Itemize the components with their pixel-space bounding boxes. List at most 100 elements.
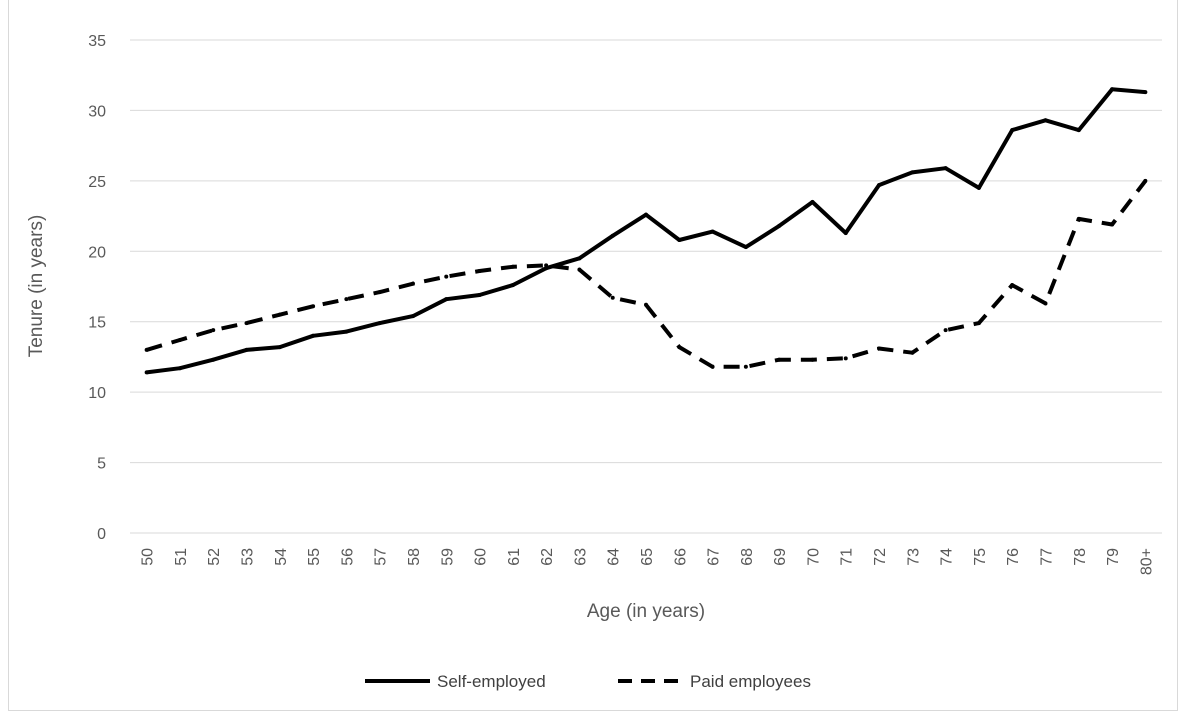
series-line-paid-employees bbox=[146, 179, 1147, 369]
x-tick-label: 74 bbox=[939, 548, 956, 566]
data-point-self-employed bbox=[976, 185, 981, 190]
x-tick-label: 72 bbox=[872, 548, 889, 566]
x-tick-label: 71 bbox=[839, 548, 856, 566]
y-tick-label: 5 bbox=[97, 456, 106, 473]
legend: Self-employed Paid employees bbox=[365, 672, 811, 691]
data-point-paid-employees bbox=[743, 364, 748, 369]
y-axis-ticks: 0 5 10 15 20 25 30 35 bbox=[88, 33, 106, 543]
x-tick-label: 62 bbox=[539, 548, 556, 566]
x-tick-label: 70 bbox=[805, 548, 822, 566]
gridlines bbox=[130, 39, 1162, 534]
x-tick-label: 56 bbox=[339, 548, 356, 566]
data-point-paid-employees bbox=[610, 295, 615, 300]
data-point-self-employed bbox=[344, 329, 349, 334]
x-tick-label: 69 bbox=[772, 548, 789, 566]
data-point-paid-employees bbox=[910, 350, 915, 355]
data-point-paid-employees bbox=[277, 312, 282, 317]
data-point-self-employed bbox=[943, 166, 948, 171]
y-tick-label: 20 bbox=[88, 244, 106, 261]
data-point-paid-employees bbox=[1110, 222, 1115, 227]
data-point-paid-employees bbox=[976, 321, 981, 326]
data-point-self-employed bbox=[677, 238, 682, 243]
x-tick-label: 61 bbox=[506, 548, 523, 566]
y-tick-label: 30 bbox=[88, 103, 106, 120]
y-tick-label: 10 bbox=[88, 385, 106, 402]
data-point-self-employed bbox=[843, 230, 848, 235]
data-point-self-employed bbox=[810, 199, 815, 204]
data-point-paid-employees bbox=[710, 364, 715, 369]
data-point-self-employed bbox=[510, 283, 515, 288]
x-axis-ticks: 50 51 52 53 54 55 56 57 58 59 60 61 62 63 64 65 66 67 68 69… bbox=[140, 548, 1156, 575]
x-tick-label: 59 bbox=[439, 548, 456, 566]
data-point-self-employed bbox=[211, 357, 216, 362]
legend-label-paid-employees: Paid employees bbox=[690, 672, 811, 691]
data-point-self-employed bbox=[710, 229, 715, 234]
data-point-self-employed bbox=[177, 366, 182, 371]
y-tick-label: 25 bbox=[88, 174, 106, 191]
x-tick-label: 60 bbox=[473, 548, 490, 566]
x-tick-label: 68 bbox=[739, 548, 756, 566]
x-tick-label: 80+ bbox=[1138, 548, 1155, 575]
data-point-paid-employees bbox=[877, 346, 882, 351]
data-point-paid-employees bbox=[544, 263, 549, 268]
data-point-paid-employees bbox=[777, 357, 782, 362]
y-tick-label: 0 bbox=[97, 526, 106, 543]
x-tick-label: 53 bbox=[240, 548, 257, 566]
data-point-paid-employees bbox=[577, 267, 582, 272]
series-line-self-employed bbox=[146, 87, 1146, 375]
x-tick-label: 78 bbox=[1072, 548, 1089, 566]
data-point-paid-employees bbox=[810, 357, 815, 362]
x-tick-label: 65 bbox=[639, 548, 656, 566]
data-point-paid-employees bbox=[644, 302, 648, 307]
y-tick-label: 35 bbox=[88, 33, 106, 50]
x-tick-label: 76 bbox=[1005, 548, 1022, 566]
x-tick-label: 52 bbox=[206, 548, 223, 566]
data-point-self-employed bbox=[544, 266, 549, 271]
data-point-paid-employees bbox=[1043, 301, 1048, 306]
data-point-self-employed bbox=[777, 223, 782, 228]
data-point-self-employed bbox=[877, 183, 882, 188]
y-axis-title: Tenure (in years) bbox=[26, 215, 47, 358]
x-tick-label: 55 bbox=[306, 548, 323, 566]
data-point-self-employed bbox=[1143, 90, 1148, 95]
data-point-paid-employees bbox=[444, 274, 449, 279]
data-point-paid-employees bbox=[177, 338, 182, 343]
data-point-self-employed bbox=[244, 347, 249, 352]
x-tick-label: 67 bbox=[706, 548, 723, 566]
data-point-self-employed bbox=[277, 345, 282, 350]
x-tick-label: 79 bbox=[1105, 548, 1122, 566]
x-tick-label: 63 bbox=[572, 548, 589, 566]
data-point-paid-employees bbox=[211, 328, 216, 333]
data-point-self-employed bbox=[444, 297, 449, 302]
data-point-paid-employees bbox=[1010, 283, 1015, 288]
x-tick-label: 58 bbox=[406, 548, 423, 566]
data-point-paid-employees bbox=[244, 321, 249, 326]
x-tick-label: 73 bbox=[905, 548, 922, 566]
data-point-self-employed bbox=[743, 245, 748, 250]
x-tick-label: 66 bbox=[672, 548, 689, 566]
chart-frame bbox=[8, 0, 1178, 711]
data-point-self-employed bbox=[610, 233, 615, 238]
x-tick-label: 64 bbox=[606, 548, 623, 566]
data-point-self-employed bbox=[910, 170, 915, 175]
data-point-paid-employees bbox=[943, 328, 948, 333]
data-point-paid-employees bbox=[1143, 178, 1148, 183]
x-tick-label: 75 bbox=[972, 548, 989, 566]
data-point-self-employed bbox=[1110, 87, 1115, 92]
data-point-paid-employees bbox=[477, 269, 482, 274]
data-point-paid-employees bbox=[377, 290, 382, 295]
y-tick-label: 15 bbox=[88, 315, 106, 332]
x-tick-label: 57 bbox=[373, 548, 390, 566]
data-point-paid-employees bbox=[510, 264, 515, 269]
x-tick-label: 77 bbox=[1038, 548, 1055, 566]
x-tick-label: 54 bbox=[273, 548, 290, 566]
data-point-self-employed bbox=[410, 314, 415, 319]
x-axis-title: Age (in years) bbox=[587, 601, 705, 622]
data-point-paid-employees bbox=[311, 304, 316, 309]
series-lines bbox=[144, 87, 1148, 375]
data-point-self-employed bbox=[311, 333, 316, 338]
data-point-self-employed bbox=[1010, 128, 1015, 133]
data-point-self-employed bbox=[1076, 128, 1081, 133]
x-tick-label: 51 bbox=[173, 548, 190, 566]
